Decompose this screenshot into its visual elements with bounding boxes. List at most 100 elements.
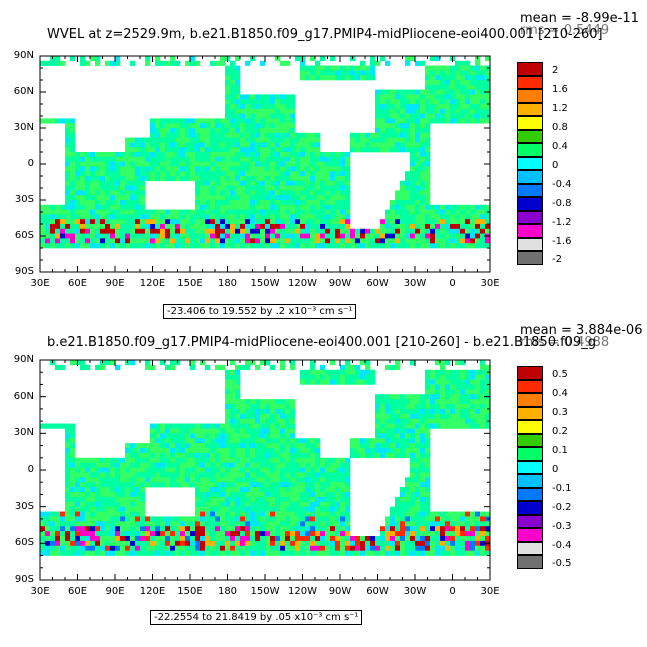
lat-label: 60N xyxy=(4,392,34,402)
lon-label: 90E xyxy=(95,587,135,597)
lon-label: 150E xyxy=(170,279,210,289)
vertical-velocity-field xyxy=(40,360,490,556)
colorbar-label: 0.3 xyxy=(552,408,568,418)
lon-label: 30E xyxy=(470,587,510,597)
lat-label: 60N xyxy=(4,87,34,97)
lat-label: 90N xyxy=(4,51,34,61)
lon-label: 0 xyxy=(433,587,473,597)
lat-label: 90N xyxy=(4,355,34,365)
colorbar-label: 0.5 xyxy=(552,370,568,380)
colorbar-label: 0.8 xyxy=(552,123,568,133)
colorbar-label: -0.8 xyxy=(552,199,572,209)
lon-label: 60W xyxy=(358,279,398,289)
colorbar-swatch xyxy=(517,366,543,380)
colorbar-label: 0.4 xyxy=(552,389,568,399)
lon-label: 90E xyxy=(95,279,135,289)
colorbar-label: 0.1 xyxy=(552,446,568,456)
colorbar-swatch xyxy=(517,515,543,529)
panel-full-field: WVEL at z=2529.9m, b.e21.B1850.f09_g17.P… xyxy=(0,0,647,322)
colorbar-label: -0.4 xyxy=(552,541,572,551)
lon-label: 150W xyxy=(245,279,285,289)
colorbar-swatch xyxy=(517,251,543,265)
lat-label: 0 xyxy=(4,465,34,475)
colorbar-swatch xyxy=(517,224,543,238)
lon-label: 120E xyxy=(133,279,173,289)
lat-label: 0 xyxy=(4,159,34,169)
lon-label: 30E xyxy=(470,279,510,289)
colorbar-swatch xyxy=(517,184,543,198)
colorbar-swatch xyxy=(517,474,543,488)
colorbar-swatch xyxy=(517,393,543,407)
map-plot xyxy=(0,322,647,647)
lon-label: 30W xyxy=(395,587,435,597)
lat-label: 90S xyxy=(4,267,34,277)
lon-label: 30W xyxy=(395,279,435,289)
colorbar-swatch xyxy=(517,501,543,515)
colorbar-swatch xyxy=(517,542,543,556)
lat-label: 90S xyxy=(4,575,34,585)
colorbar-swatch xyxy=(517,555,543,569)
lon-label: 120W xyxy=(283,587,323,597)
colorbar-label: -0.1 xyxy=(552,484,572,494)
colorbar-label: -1.6 xyxy=(552,237,572,247)
colorbar-label: 0 xyxy=(552,465,558,475)
colorbar-label: 0.4 xyxy=(552,142,568,152)
colorbar-swatch xyxy=(517,170,543,184)
lon-label: 30E xyxy=(20,279,60,289)
lon-label: 90W xyxy=(320,279,360,289)
lon-label: 120E xyxy=(133,587,173,597)
colorbar-label: 0 xyxy=(552,161,558,171)
lon-label: 180 xyxy=(208,279,248,289)
colorbar-label: 1.2 xyxy=(552,104,568,114)
colorbar-label: 2 xyxy=(552,66,558,76)
contour-range-box: -23.406 to 19.552 by .2 x10⁻³ cm s⁻¹ xyxy=(163,304,356,319)
lat-label: 30S xyxy=(4,195,34,205)
colorbar-swatch xyxy=(517,488,543,502)
map-plot xyxy=(0,0,647,322)
colorbar-label: 1.6 xyxy=(552,85,568,95)
lon-label: 150E xyxy=(170,587,210,597)
colorbar-label: -1.2 xyxy=(552,218,572,228)
lon-label: 120W xyxy=(283,279,323,289)
colorbar-swatch xyxy=(517,130,543,144)
lon-label: 60E xyxy=(58,279,98,289)
colorbar-label: -0.2 xyxy=(552,503,572,513)
colorbar-swatch xyxy=(517,103,543,117)
colorbar-swatch xyxy=(517,420,543,434)
lat-label: 30S xyxy=(4,502,34,512)
colorbar-swatch xyxy=(517,528,543,542)
colorbar-swatch xyxy=(517,76,543,90)
colorbar-label: -0.3 xyxy=(552,522,572,532)
colorbar-swatch xyxy=(517,434,543,448)
colorbar-swatch xyxy=(517,197,543,211)
panel-difference-field: b.e21.B1850.f09_g17.PMIP4-midPliocene-eo… xyxy=(0,322,647,647)
lon-label: 90W xyxy=(320,587,360,597)
lon-label: 60E xyxy=(58,587,98,597)
colorbar-swatch xyxy=(517,447,543,461)
lon-label: 150W xyxy=(245,587,285,597)
colorbar-swatch xyxy=(517,407,543,421)
lon-label: 0 xyxy=(433,279,473,289)
colorbar-swatch xyxy=(517,116,543,130)
colorbar-label: -0.4 xyxy=(552,180,572,190)
colorbar-swatch xyxy=(517,62,543,76)
colorbar-swatch xyxy=(517,143,543,157)
colorbar-swatch xyxy=(517,380,543,394)
colorbar-swatch xyxy=(517,211,543,225)
lat-label: 60S xyxy=(4,231,34,241)
lat-label: 60S xyxy=(4,538,34,548)
colorbar-swatch xyxy=(517,157,543,171)
lon-label: 30E xyxy=(20,587,60,597)
lon-label: 60W xyxy=(358,587,398,597)
colorbar-swatch xyxy=(517,238,543,252)
lon-label: 180 xyxy=(208,587,248,597)
colorbar-label: 0.2 xyxy=(552,427,568,437)
colorbar-swatch xyxy=(517,89,543,103)
lat-label: 30N xyxy=(4,428,34,438)
colorbar-label: -0.5 xyxy=(552,559,572,569)
colorbar-label: -2 xyxy=(552,255,562,265)
colorbar-swatch xyxy=(517,461,543,475)
lat-label: 30N xyxy=(4,123,34,133)
vertical-velocity-field xyxy=(40,56,490,248)
contour-range-box: -22.2554 to 21.8419 by .05 x10⁻³ cm s⁻¹ xyxy=(150,610,362,625)
